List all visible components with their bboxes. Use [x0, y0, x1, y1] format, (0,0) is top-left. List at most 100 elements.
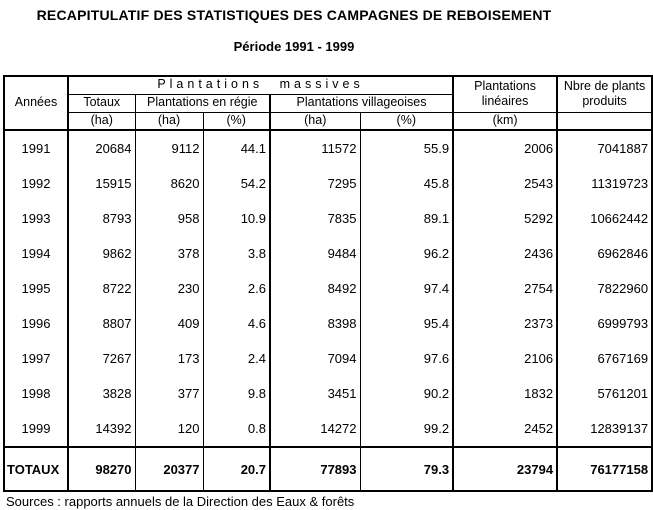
regie-ha-cell: 120: [135, 411, 204, 447]
unit-lineaires-km: (km): [453, 112, 559, 131]
year-cell: 1999: [4, 411, 69, 447]
plants-cell: 12839137: [590, 421, 649, 436]
totals-regie-ha-cell: 20377: [135, 446, 204, 491]
unit-empty-cell: [557, 112, 653, 131]
header-row-groups: Années Plantations massives Plantations …: [4, 76, 653, 131]
regie-pct-cell: 2.4: [203, 341, 271, 376]
regie-pct-cell: 9.8: [203, 376, 271, 411]
totaux-ha-cell: 8722: [68, 271, 136, 306]
col-header-plantations-lineaires: Plantations linéaires: [453, 76, 559, 113]
table-header: Années Plantations massives Plantations …: [4, 76, 653, 131]
totals-row: TOTAUX 98270 20377 20.7 77893 79.3 23794…: [4, 446, 653, 491]
lineaires-km-cell: 2452: [453, 411, 559, 447]
totals-regie-pct-cell: 20.7: [203, 446, 271, 491]
regie-ha-cell: 377: [135, 376, 204, 411]
table-row: 1996 8807 409 4.6 8398 95.4 2373 6999793: [4, 306, 652, 341]
villageoises-ha-cell: 7295: [270, 166, 361, 201]
villageoises-pct-cell: 96.2: [360, 236, 455, 271]
totals-label-cell: TOTAUX: [4, 446, 69, 491]
year-cell: 1991: [4, 130, 69, 166]
regie-pct-cell: 0.8: [203, 411, 271, 447]
villageoises-pct-cell: 90.2: [360, 376, 455, 411]
unit-regie-pct: (%): [203, 112, 271, 131]
plants-cell: 7041887: [597, 141, 649, 156]
header-row-units: (ha) (ha) (%) (ha) (%) (km): [4, 112, 653, 131]
totaux-ha-cell: 8793: [68, 201, 136, 236]
unit-totaux-ha: (ha): [68, 112, 136, 131]
villageoises-pct-cell: 95.4: [360, 306, 455, 341]
lineaires-km-cell: 2006: [453, 130, 559, 166]
regie-pct-cell: 44.1: [203, 130, 271, 166]
unit-villageoises-ha: (ha): [270, 112, 361, 131]
villageoises-pct-cell: 99.2: [360, 411, 455, 447]
source-note: Sources : rapports annuels de la Directi…: [6, 494, 355, 509]
regie-pct-cell: 54.2: [203, 166, 271, 201]
year-cell: 1998: [4, 376, 69, 411]
villageoises-pct-cell: 97.6: [360, 341, 455, 376]
totals-villageoises-pct-cell: 79.3: [360, 446, 455, 491]
col-header-villageoises: Plantations villageoises: [270, 94, 455, 113]
villageoises-ha-cell: 3451: [270, 376, 361, 411]
year-cell: 1995: [4, 271, 69, 306]
villageoises-ha-cell: 8492: [270, 271, 361, 306]
col-group-plantations-massives: Plantations massives: [68, 76, 455, 95]
totaux-ha-cell: 3828: [68, 376, 136, 411]
plants-cell: 7822960: [597, 281, 649, 296]
lineaires-km-cell: 2754: [453, 271, 559, 306]
lineaires-km-cell: 2543: [453, 166, 559, 201]
table-body: 1991 20684 9112 44.1 11572 55.9 2006 704…: [4, 130, 652, 447]
regie-pct-cell: 4.6: [203, 306, 271, 341]
totals-villageoises-ha-cell: 77893: [270, 446, 361, 491]
plants-cell: 10662442: [590, 211, 649, 226]
year-cell: 1996: [4, 306, 69, 341]
totaux-ha-cell: 14392: [68, 411, 136, 447]
totaux-ha-cell: 20684: [68, 130, 136, 166]
totaux-ha-cell: 15915: [68, 166, 136, 201]
totaux-ha-cell: 8807: [68, 306, 136, 341]
title-block: RECAPITULATIF DES STATISTIQUES DES CAMPA…: [0, 0, 588, 54]
regie-ha-cell: 409: [135, 306, 204, 341]
regie-ha-cell: 8620: [135, 166, 204, 201]
lineaires-line1: Plantations: [474, 78, 536, 93]
plants-cell: 11319723: [591, 176, 649, 191]
villageoises-pct-cell: 55.9: [360, 130, 455, 166]
table-row: 1991 20684 9112 44.1 11572 55.9 2006 704…: [4, 130, 652, 166]
col-header-annees: Années: [4, 76, 69, 131]
villageoises-ha-cell: 14272: [270, 411, 361, 447]
plants-cell: 6999793: [597, 316, 649, 331]
totaux-ha-cell: 7267: [68, 341, 136, 376]
page-title: RECAPITULATIF DES STATISTIQUES DES CAMPA…: [36, 7, 552, 23]
table-row: 1998 3828 377 9.8 3451 90.2 1832 5761201: [4, 376, 652, 411]
table-row: 1994 9862 378 3.8 9484 96.2 2436 6962846: [4, 236, 652, 271]
totals-plants-cell: 76177158: [557, 446, 653, 491]
regie-pct-cell: 10.9: [203, 201, 271, 236]
table-row: 1995 8722 230 2.6 8492 97.4 2754 7822960: [4, 271, 652, 306]
villageoises-pct-cell: 89.1: [360, 201, 455, 236]
unit-villageoises-pct: (%): [360, 112, 455, 131]
villageoises-ha-cell: 8398: [270, 306, 361, 341]
villageoises-pct-cell: 97.4: [360, 271, 455, 306]
totaux-ha-cell: 9862: [68, 236, 136, 271]
regie-ha-cell: 958: [135, 201, 204, 236]
lineaires-km-cell: 2106: [453, 341, 559, 376]
regie-ha-cell: 173: [135, 341, 204, 376]
year-cell: 1997: [4, 341, 69, 376]
villageoises-ha-cell: 9484: [270, 236, 361, 271]
lineaires-line2: linéaires: [481, 94, 529, 109]
table-row: 1997 7267 173 2.4 7094 97.6 2106 6767169: [4, 341, 652, 376]
plants-cell: 6962846: [597, 246, 649, 261]
lineaires-km-cell: 1832: [453, 376, 559, 411]
villageoises-ha-cell: 11572: [270, 130, 361, 166]
table-row: 1993 8793 958 10.9 7835 89.1 5292 106624…: [4, 201, 652, 236]
lineaires-km-cell: 5292: [453, 201, 559, 236]
regie-ha-cell: 230: [135, 271, 204, 306]
plants-line2: produits: [582, 94, 627, 109]
totals-totaux-ha-cell: 98270: [68, 446, 136, 491]
col-header-totaux: Totaux: [68, 94, 136, 113]
year-cell: 1993: [4, 201, 69, 236]
table-row: 1999 14392 120 0.8 14272 99.2 2452 12839…: [4, 411, 652, 447]
plants-cell: 5761201: [597, 386, 649, 401]
plants-line1: Nbre de plants: [563, 78, 646, 93]
page-subtitle: Période 1991 - 1999: [233, 39, 355, 54]
unit-regie-ha: (ha): [135, 112, 204, 131]
